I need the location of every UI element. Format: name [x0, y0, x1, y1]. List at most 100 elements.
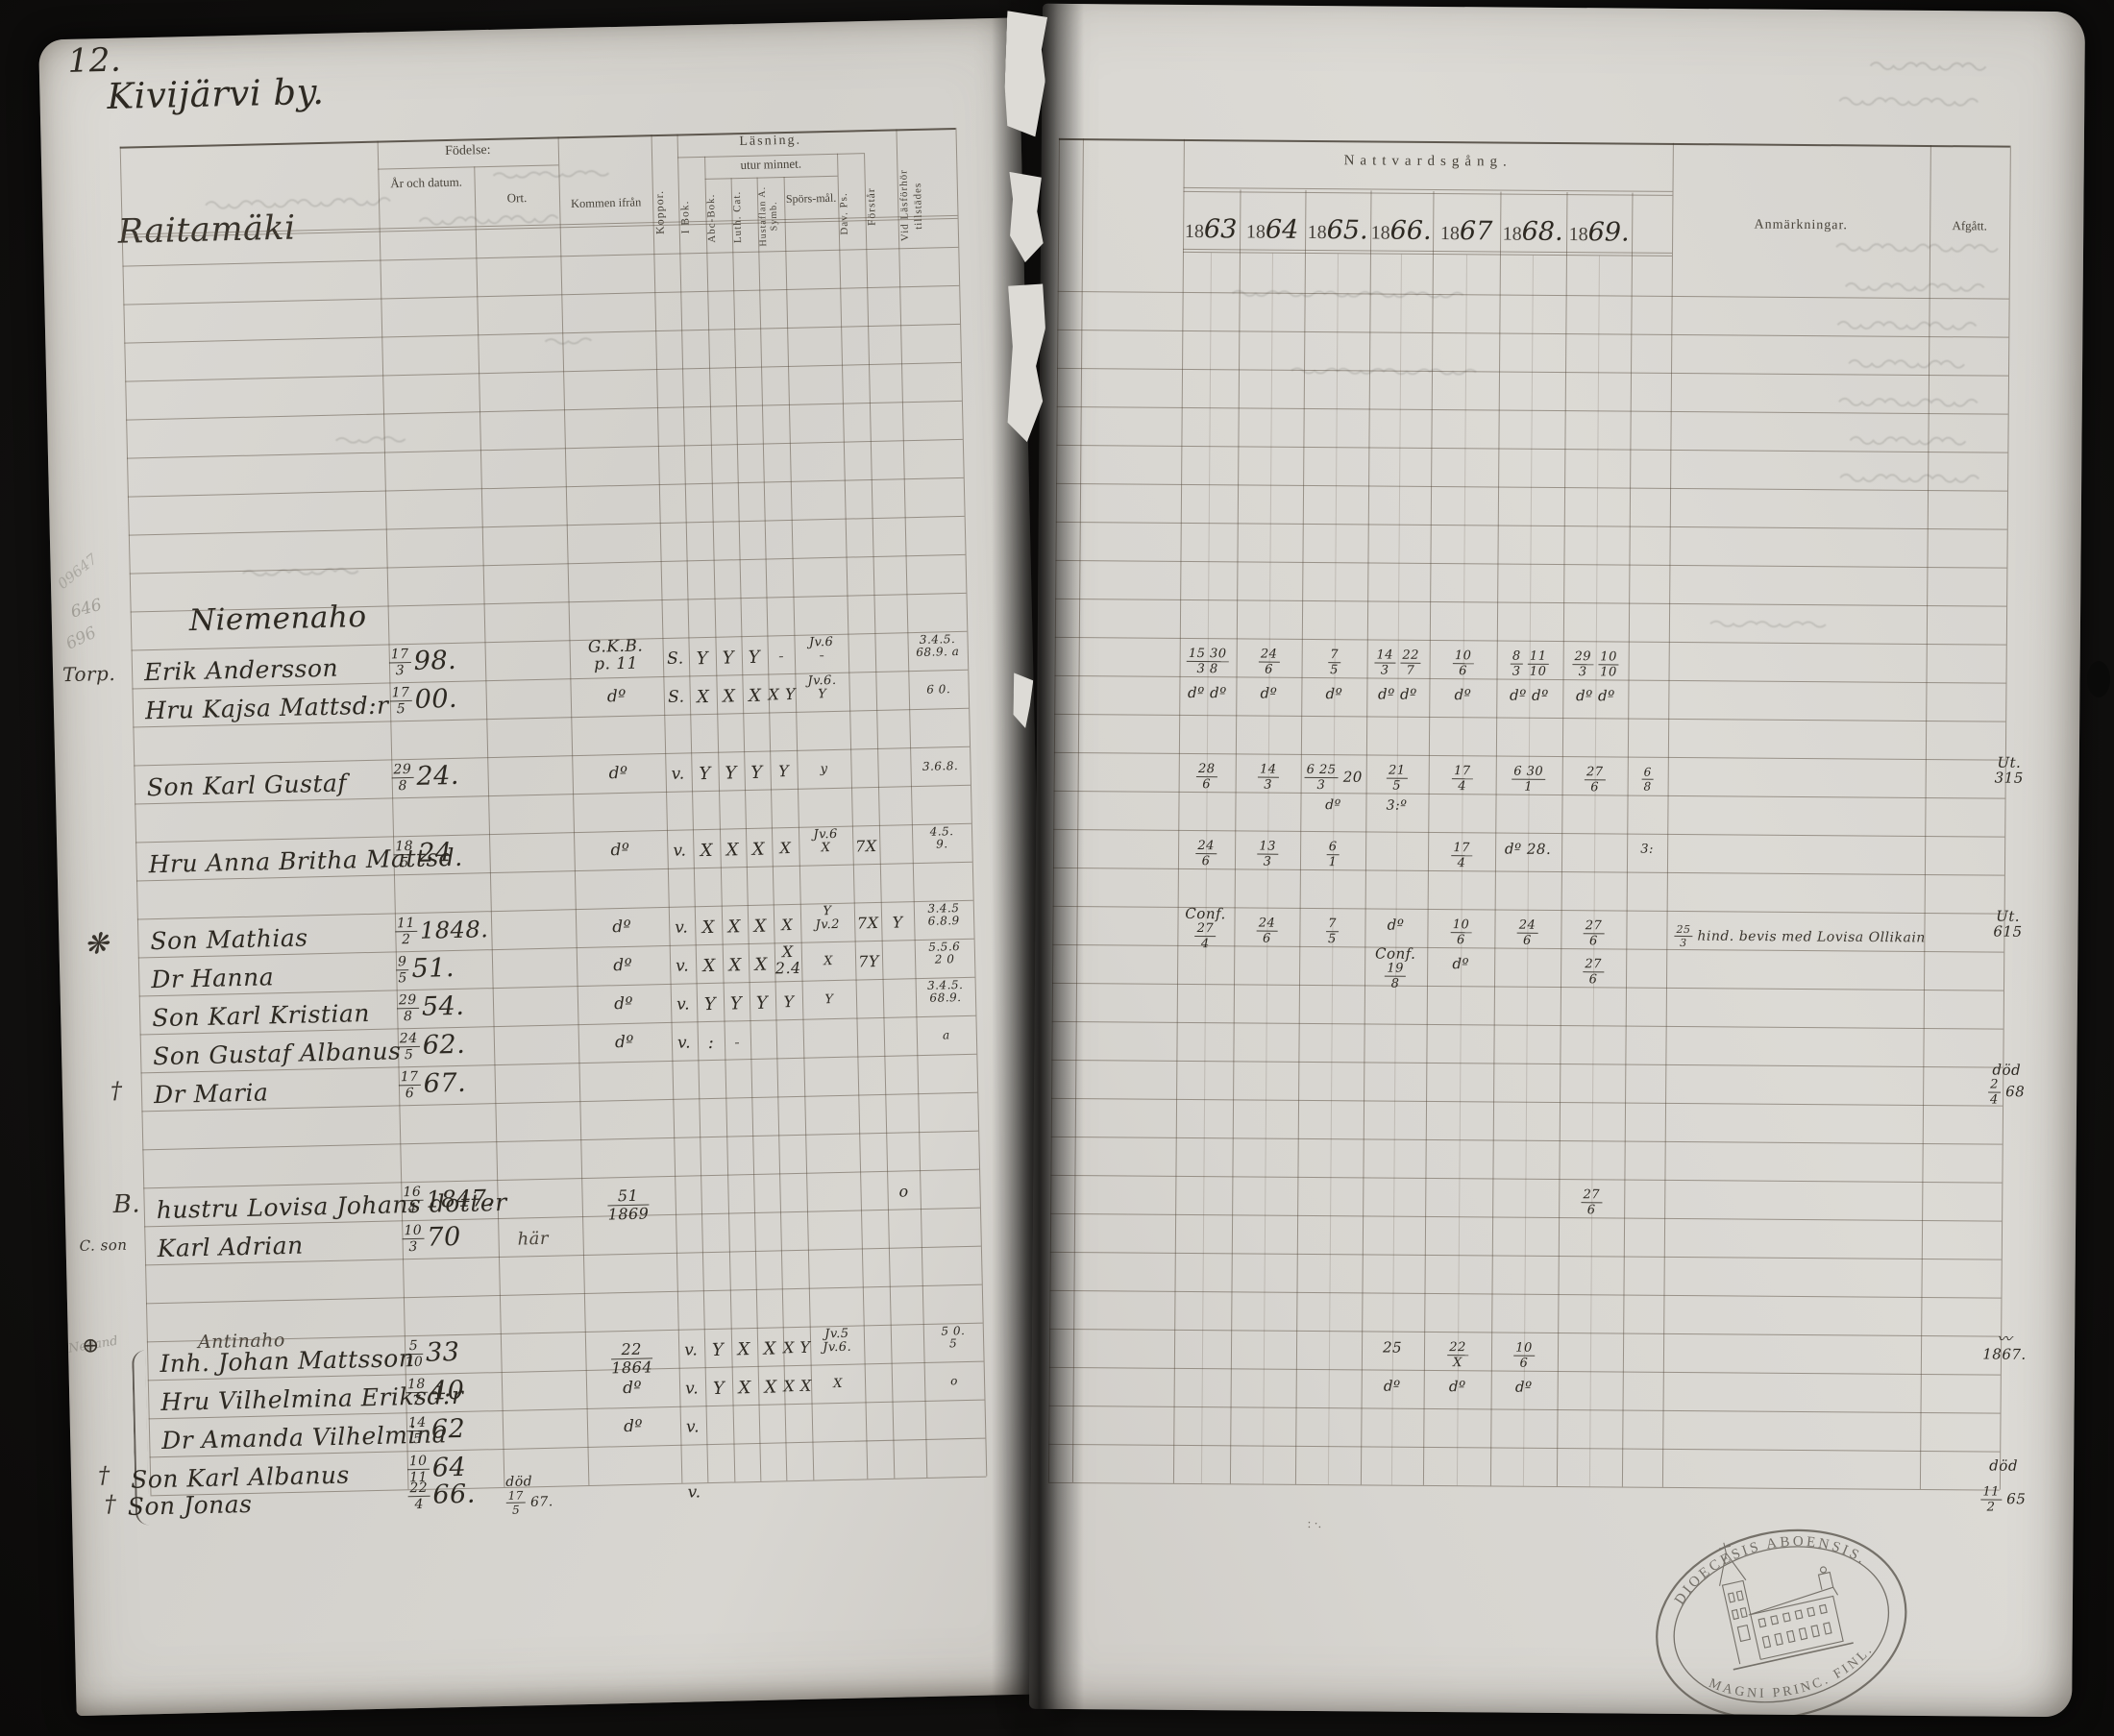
communion-entry: dº dº	[1510, 686, 1549, 704]
reading-mark-abc: Y	[729, 993, 743, 1015]
village-title: Kivijärvi by.	[106, 70, 325, 117]
margin-note: ❋	[84, 927, 110, 962]
column-line	[756, 177, 788, 1481]
page-number: 12.	[67, 40, 122, 81]
ruled-line	[128, 515, 965, 536]
reading-mark-hust	[778, 648, 783, 665]
reading-mark-abc: X	[727, 917, 742, 938]
year-label: 1869.	[1569, 217, 1630, 247]
communion-entry: 24 6	[1195, 839, 1217, 868]
reading-mark-vid: 6 0.	[926, 682, 951, 697]
row-name: Dr Maria	[153, 1078, 269, 1110]
header-abc-bok: Abc-Bok.	[704, 193, 719, 243]
column-line	[474, 166, 505, 1487]
header-sporsmal: Spörs-mål.	[785, 190, 837, 206]
death-date-note: död 17 5 67.	[505, 1474, 553, 1517]
reading-mark-ibok: :	[707, 1032, 715, 1054]
reading-mark-luth: Y	[748, 647, 761, 668]
communion-entry: 10 6	[1452, 648, 1474, 678]
column-line	[1661, 142, 1674, 1487]
reading-mark-hust: X 2.4	[774, 941, 801, 978]
birth-date: 16 4 1847.	[401, 1184, 495, 1217]
margin-pencil-number: 646	[68, 595, 105, 623]
birth-place: här	[517, 1228, 550, 1250]
margin-note: †	[104, 1490, 117, 1518]
reading-mark-luth: X	[763, 1338, 777, 1359]
reading-mark-vid: a	[942, 1028, 950, 1042]
ghost-scribble	[1844, 281, 1985, 292]
ghost-scribble	[1839, 473, 1979, 483]
kommen-ifran-entry: dº	[613, 993, 634, 1015]
ghost-scribble	[1838, 397, 1979, 407]
reading-mark-vid: 3.6.8.	[922, 759, 959, 773]
koppor-mark: v.	[673, 841, 687, 861]
ghost-scribble	[418, 214, 559, 226]
kommen-ifran-entry: dº	[614, 1032, 635, 1053]
year-label: 1868.	[1503, 217, 1563, 247]
birth-date: 9 5 51.	[395, 953, 455, 987]
column-line	[676, 134, 709, 1483]
header-afgatt: Afgått.	[1952, 218, 1988, 233]
kommen-ifran-entry: 51 1869	[607, 1186, 650, 1224]
birth-date: 14 5 62	[406, 1414, 466, 1448]
reading-mark-ibok: Y	[711, 1339, 725, 1361]
communion-entry: 17 4	[1451, 841, 1472, 870]
birth-date: 5 10 33	[404, 1337, 460, 1371]
column-line	[730, 178, 762, 1481]
kommen-ifran-entry: dº	[610, 840, 630, 861]
koppor-mark: S.	[667, 687, 685, 707]
reading-mark-abc: X	[722, 686, 736, 707]
reading-mark-ibok: Y	[712, 1378, 725, 1400]
margin-note: C. son	[79, 1235, 128, 1255]
kommen-ifran-entry: G.K.B. p. 11	[587, 636, 644, 674]
kommen-ifran-entry: dº	[623, 1416, 644, 1437]
communion-entry: dº dº	[1188, 683, 1227, 702]
reading-mark-abc: Y	[725, 763, 738, 784]
column-line	[1071, 138, 1084, 1483]
communion-entry: dº	[1383, 1377, 1401, 1395]
column-line	[1621, 192, 1634, 1487]
row-name: Son Jonas	[127, 1489, 253, 1521]
year-suffix-handwritten: 64	[1265, 214, 1299, 245]
birth-date: 29 8 54.	[396, 991, 465, 1025]
year-prefix-printed: 18	[1568, 224, 1588, 246]
column-line	[783, 176, 815, 1480]
reading-mark-hust: Y	[777, 762, 790, 781]
reading-mark-luth: X	[753, 916, 768, 937]
ruled-line	[124, 323, 961, 344]
year-label: 1863	[1185, 214, 1238, 244]
communion-entry: 24 6	[1516, 918, 1538, 948]
year-suffix-handwritten: 63	[1203, 214, 1238, 245]
ruled-line	[378, 164, 559, 170]
year-label: 1867	[1440, 216, 1493, 246]
birth-date: 17 5 00.	[389, 684, 458, 718]
column-line	[1047, 137, 1060, 1482]
communion-entry: 27 6	[1584, 765, 1606, 795]
reading-mark-hust: X Y	[782, 1337, 811, 1357]
koppor-mark: S.	[666, 648, 684, 669]
row-name: Inh. Johan Mattsson	[160, 1344, 415, 1379]
communion-entry: 10 6	[1513, 1341, 1535, 1371]
birth-date: 24 5 62.	[397, 1030, 466, 1064]
communion-entry: dº	[1448, 1378, 1466, 1396]
ruled-line	[129, 553, 966, 575]
column-line	[1556, 192, 1568, 1486]
ghost-scribble	[1849, 435, 1967, 446]
header-ort: Ort.	[506, 190, 528, 206]
header-anmarkningar: Anmärkningar.	[1754, 217, 1848, 233]
header-luth-cat: Luth. Cat.	[730, 190, 745, 244]
reading-mark-ibok: X	[696, 686, 710, 708]
kommen-ifran-entry: dº	[608, 763, 628, 784]
column-line	[1999, 145, 2011, 1490]
header-dav-ps: Dav. Ps.	[837, 192, 850, 235]
reading-mark-spors: Y	[824, 992, 834, 1008]
koppor-mark: v.	[675, 956, 690, 976]
kommen-ifran-entry: dº	[622, 1378, 643, 1399]
left-table: Torp. Erik Andersson 17 3 98. G.K.B. p. 11 S. Y Y…	[38, 17, 1019, 1521]
communion-entry: dº	[1260, 684, 1278, 702]
row-name: Son Karl Albanus	[130, 1460, 351, 1494]
year-suffix-handwritten: 66.	[1389, 215, 1432, 246]
reading-mark-vid: 5 0. 5	[941, 1324, 966, 1351]
birth-date: 11 2 1848.	[394, 915, 489, 948]
stamp-outer-ring	[1656, 1528, 1907, 1718]
